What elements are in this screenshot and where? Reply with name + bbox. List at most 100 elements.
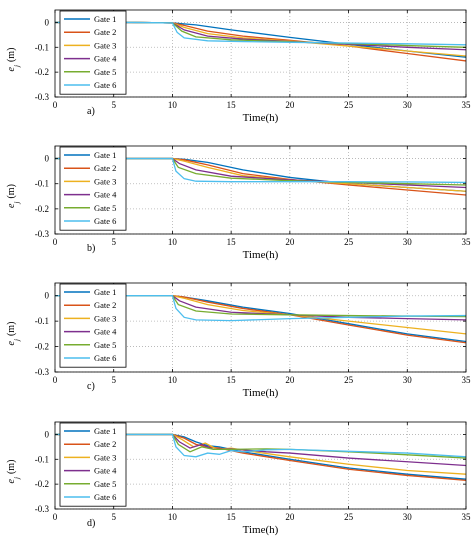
x-tick-label: 15 xyxy=(227,512,237,522)
y-label-sub: j xyxy=(13,339,21,342)
legend-box xyxy=(59,422,127,507)
legend-label-gate-1: Gate 1 xyxy=(94,150,116,160)
legend-label-gate-4: Gate 4 xyxy=(94,54,117,64)
axes-frame xyxy=(54,282,467,373)
x-tick-label: 15 xyxy=(227,100,237,110)
panel-4: 0 5 10 15 20 25 30 35 0 -0.1 -0.2 -0.3 Time(h) ej (m) d… xyxy=(6,421,471,536)
legend-label-gate-3: Gate 3 xyxy=(94,40,116,50)
axes-frame xyxy=(54,145,467,235)
y-label-sub: j xyxy=(13,65,21,68)
series-line-gate-5 xyxy=(55,157,466,186)
x-tick-label: 15 xyxy=(227,237,237,247)
legend-label-gate-5: Gate 5 xyxy=(94,479,116,489)
legend-label-gate-1: Gate 1 xyxy=(94,14,116,24)
legend-label-gate-6: Gate 6 xyxy=(94,216,116,226)
legend-label-gate-4: Gate 4 xyxy=(94,466,117,476)
x-axis-label: Time(h) xyxy=(243,112,279,124)
legend-label-gate-2: Gate 2 xyxy=(94,163,116,173)
legend-label-gate-3: Gate 3 xyxy=(94,176,116,186)
y-tick-label: 0 xyxy=(45,154,50,164)
x-tick-label: 35 xyxy=(462,375,472,385)
panel-label: a) xyxy=(87,106,95,117)
y-axis-label: ej (m) xyxy=(6,184,21,208)
y-tick-label: -0.2 xyxy=(35,67,49,77)
x-axis-label: Time(h) xyxy=(243,387,279,399)
y-tick-label: -0.1 xyxy=(35,42,49,52)
y-tick-label: -0.3 xyxy=(35,367,50,377)
y-tick-label: 0 xyxy=(45,429,50,439)
x-tick-label: 30 xyxy=(403,375,413,385)
series-line-gate-6 xyxy=(55,157,466,184)
y-tick-label: -0.3 xyxy=(35,229,50,239)
legend-label-gate-4: Gate 4 xyxy=(94,190,117,200)
legend-label-gate-6: Gate 6 xyxy=(94,353,116,363)
y-axis-label: ej (m) xyxy=(6,460,21,484)
x-tick-label: 20 xyxy=(285,100,295,110)
x-axis-label: Time(h) xyxy=(243,249,279,261)
legend-box xyxy=(59,283,127,368)
axes-frame xyxy=(54,9,467,98)
legend-label-gate-5: Gate 5 xyxy=(94,203,116,213)
x-tick-label: 10 xyxy=(168,512,178,522)
legend-label-gate-4: Gate 4 xyxy=(94,327,117,337)
y-tick-label: -0.3 xyxy=(35,92,50,102)
y-tick-label: -0.2 xyxy=(35,204,49,214)
x-tick-label: 25 xyxy=(344,375,354,385)
panel-2: 0 5 10 15 20 25 30 35 0 -0.1 -0.2 -0.3 Time(h) ej (m) b… xyxy=(6,145,472,261)
legend-label-gate-3: Gate 3 xyxy=(94,452,116,462)
x-tick-label: 20 xyxy=(285,375,295,385)
x-tick-label: 25 xyxy=(344,512,354,522)
y-axis-label: ej (m) xyxy=(6,48,21,72)
panel-1: 0 5 10 15 20 25 30 35 0 -0.1 -0.2 -0.3 Time(h) ej (m) a… xyxy=(6,9,471,124)
y-tick-label: -0.1 xyxy=(35,179,49,189)
x-tick-label: 35 xyxy=(462,237,472,247)
x-tick-label: 25 xyxy=(344,237,354,247)
y-tick-label: -0.1 xyxy=(35,316,49,326)
x-tick-label: 10 xyxy=(168,237,178,247)
y-tick-label: 0 xyxy=(45,17,50,27)
y-label-unit: (m) xyxy=(6,322,17,336)
panel-3: 0 5 10 15 20 25 30 35 0 -0.1 -0.2 -0.3 Time(h) ej (m) c… xyxy=(6,282,472,399)
x-tick-label: 0 xyxy=(53,237,58,247)
y-label-main: e xyxy=(6,66,17,71)
x-tick-label: 25 xyxy=(344,100,354,110)
x-tick-label: 0 xyxy=(53,375,58,385)
legend-label-gate-3: Gate 3 xyxy=(94,313,116,323)
x-axis-label: Time(h) xyxy=(243,524,279,536)
legend-label-gate-2: Gate 2 xyxy=(94,439,116,449)
y-label-main: e xyxy=(6,340,17,345)
y-axis-label: ej (m) xyxy=(6,322,21,346)
panel-label: d) xyxy=(87,518,95,529)
legend-label-gate-6: Gate 6 xyxy=(94,80,116,90)
y-label-main: e xyxy=(6,478,17,483)
legend-label-gate-1: Gate 1 xyxy=(94,426,116,436)
y-label-unit: (m) xyxy=(6,184,17,198)
x-tick-label: 30 xyxy=(403,100,413,110)
x-tick-label: 20 xyxy=(285,512,295,522)
series-line-gate-4 xyxy=(55,157,466,189)
axes-frame xyxy=(54,421,467,510)
x-tick-label: 15 xyxy=(227,375,237,385)
series-line-gate-2 xyxy=(55,433,466,482)
x-tick-label: 5 xyxy=(111,375,116,385)
y-label-unit: (m) xyxy=(6,460,17,474)
panel-label: c) xyxy=(87,381,95,392)
legend-label-gate-2: Gate 2 xyxy=(94,27,116,37)
panel-label: b) xyxy=(87,243,95,254)
x-tick-label: 30 xyxy=(403,237,413,247)
legend-label-gate-2: Gate 2 xyxy=(94,300,116,310)
series-line-gate-6 xyxy=(55,21,466,46)
x-tick-label: 5 xyxy=(111,512,116,522)
y-label-sub: j xyxy=(13,477,21,480)
series-line-gate-5 xyxy=(55,433,466,459)
y-label-main: e xyxy=(6,203,17,208)
y-tick-label: -0.2 xyxy=(35,479,49,489)
x-tick-label: 0 xyxy=(53,100,58,110)
x-tick-label: 20 xyxy=(285,237,295,247)
x-tick-label: 0 xyxy=(53,512,58,522)
x-tick-label: 5 xyxy=(111,237,116,247)
legend-label-gate-5: Gate 5 xyxy=(94,340,116,350)
series-line-gate-1 xyxy=(55,433,466,480)
x-tick-label: 10 xyxy=(168,375,178,385)
